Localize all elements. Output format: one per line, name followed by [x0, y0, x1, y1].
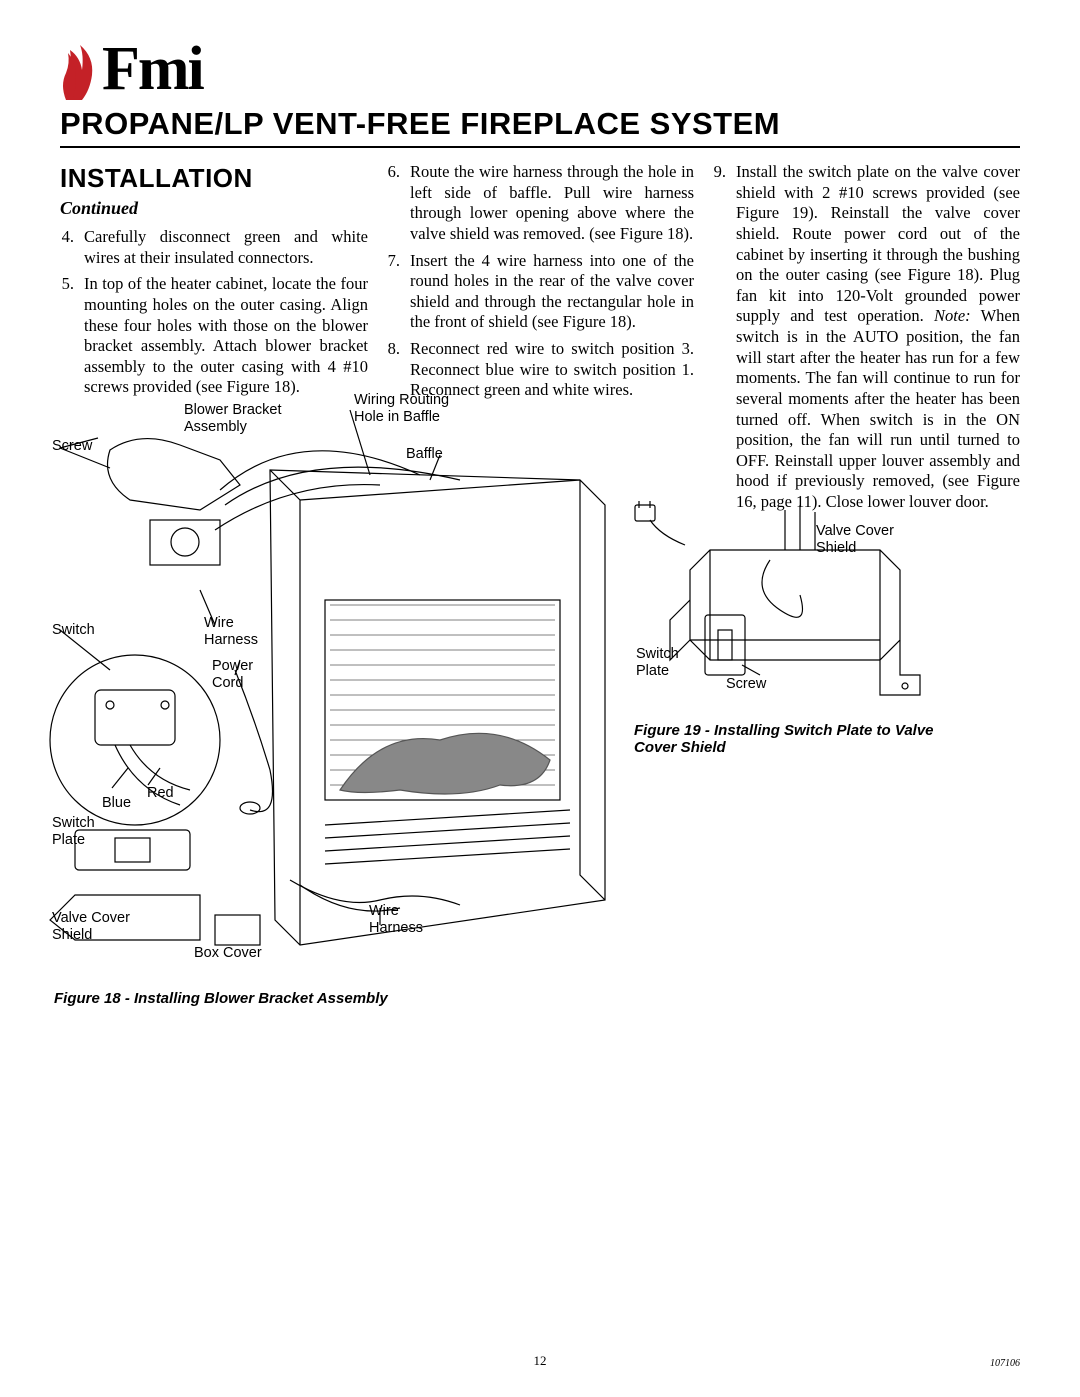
label-red: Red	[147, 785, 174, 802]
label-valve-cover: Valve Cover Shield	[52, 910, 130, 943]
label-screw-19: Screw	[726, 676, 766, 693]
step-item: 9. Install the switch plate on the valve…	[712, 162, 1020, 513]
label-switch-plate-19: Switch Plate	[636, 646, 679, 679]
brand-logo: Fmi	[60, 30, 1020, 100]
step-item: 4.Carefully disconnect green and white w…	[60, 227, 368, 268]
label-power-cord: Power Cord	[212, 658, 253, 691]
step-item: 6.Route the wire harness through the hol…	[386, 162, 694, 245]
document-number: 107106	[990, 1358, 1020, 1369]
label-screw: Screw	[52, 438, 92, 455]
brand-name: Fmi	[102, 38, 203, 100]
steps-list-1: 4.Carefully disconnect green and white w…	[60, 227, 368, 398]
figure-19-caption: Figure 19 - Installing Switch Plate to V…	[634, 722, 944, 756]
label-box-cover: Box Cover	[194, 945, 262, 962]
label-wire-harness-2: Wire Harness	[369, 903, 423, 936]
label-switch: Switch	[52, 622, 95, 639]
page-header: Fmi PROPANE/LP VENT-FREE FIREPLACE SYSTE…	[60, 30, 1020, 148]
section-subheading: Continued	[60, 197, 368, 220]
label-valve-cover-19: Valve Cover Shield	[816, 523, 894, 556]
label-blue: Blue	[102, 795, 131, 812]
document-title: PROPANE/LP VENT-FREE FIREPLACE SYSTEM	[60, 106, 1020, 148]
step-item: 5.In top of the heater cabinet, locate t…	[60, 274, 368, 398]
section-heading: INSTALLATION	[60, 162, 368, 195]
label-baffle: Baffle	[406, 446, 443, 463]
label-wiring-routing: Wiring Routing Hole in Baffle	[354, 392, 449, 425]
page-number: 12	[0, 1353, 1080, 1369]
label-switch-plate: Switch Plate	[52, 815, 95, 848]
flame-icon	[60, 45, 100, 100]
steps-list-2: 6.Route the wire harness through the hol…	[386, 162, 694, 401]
figure-18-diagram	[40, 390, 630, 980]
column-3: 9. Install the switch plate on the valve…	[712, 162, 1020, 519]
step-item: 7.Insert the 4 wire harness into one of …	[386, 251, 694, 334]
label-wire-harness-1: Wire Harness	[204, 615, 258, 648]
figure-18-caption: Figure 18 - Installing Blower Bracket As…	[54, 990, 388, 1007]
steps-list-3: 9. Install the switch plate on the valve…	[712, 162, 1020, 513]
label-blower-bracket: Blower Bracket Assembly	[184, 402, 282, 435]
